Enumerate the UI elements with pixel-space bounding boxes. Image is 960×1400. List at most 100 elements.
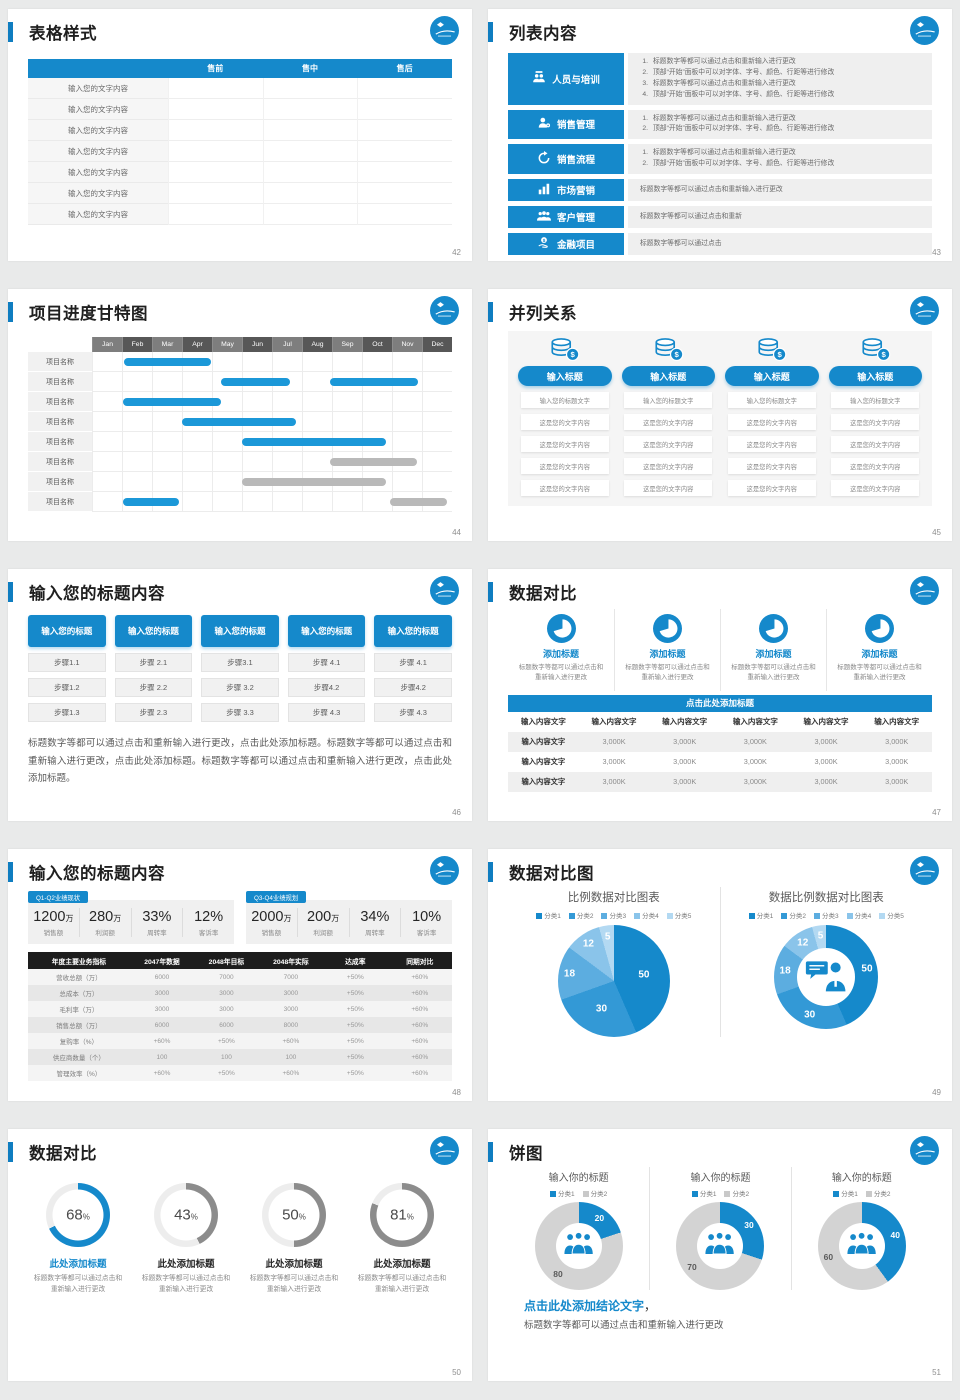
- legend-item: 分类1: [536, 910, 561, 920]
- customers-icon: [536, 209, 551, 226]
- parallel-column: $ 输入标题 输入您的标题文字 这是您的文字内容 这是您的文字内容 这是您的文字内容 这是您…: [518, 337, 612, 496]
- slide-47-data-compare[interactable]: 数据对比 添加标题 标题数字等都可以通过点击和重新输入进行更改 添加标题 标题数字等都…: [488, 569, 952, 821]
- list-line-number: 4.: [642, 90, 648, 98]
- compare-cell: 3,000K: [743, 777, 767, 787]
- slice-label: 50: [638, 969, 650, 981]
- kpi-cell: 6000: [154, 973, 170, 981]
- list-item: 客户管理 标题数字等都可以通过点击和重新: [508, 206, 932, 228]
- table-corner-cell: [28, 59, 168, 78]
- kpi-cell: 3000: [283, 989, 299, 997]
- kpi-cell: 3000: [219, 1005, 234, 1013]
- slide-title: 输入您的标题内容: [29, 585, 165, 603]
- donut-legend: 分类1 分类2: [508, 1188, 649, 1198]
- donut-hole: [797, 948, 856, 1006]
- column-title-pill: 输入标题: [518, 366, 612, 386]
- compare-table-header: 输入内容文字 输入内容文字 输入内容文字 输入内容文字 输入内容文字 输入内容文字: [508, 712, 932, 732]
- slide-49-pie-charts[interactable]: 数据对比图 比例数据对比图表 分类1 分类2 分类3 分类4 分类5 50 30 18 12 5 数据…: [488, 849, 952, 1101]
- company-logo-icon: [910, 576, 939, 605]
- company-logo-icon: [910, 1136, 939, 1165]
- list-item-line: 标题数字等都可以通过点击: [640, 239, 920, 250]
- page-number: 46: [452, 808, 461, 817]
- gantt-row-label: 项目名称: [28, 352, 92, 372]
- slide-43-list-content[interactable]: 列表内容 人员与培训 1. 标题数字等都可以通过点击和重新输入进行更改 2. 顶部“开始…: [488, 9, 952, 261]
- slide-44-gantt[interactable]: 项目进度甘特图 Jan Feb Mar Apr May Jun Jul Aug Sep Oct No…: [8, 289, 472, 541]
- kpi-cell: +50%: [346, 973, 364, 981]
- gantt-row-label: 项目名称: [28, 372, 92, 392]
- kpi-stat: 2000万销售额: [246, 908, 297, 937]
- ring-stat: 43% 此处添加标题 标题数字等都可以通过点击和重新输入进行更改: [136, 1183, 236, 1296]
- gantt-track: [92, 432, 452, 452]
- list-item-label-box: 人员与培训: [508, 53, 624, 105]
- kpi-cell: +50%: [346, 989, 364, 997]
- slide-42-table-style[interactable]: 表格样式 售前 售中 售后 输入您的文字内容 输入您的文字内容 输入您的文字内容 输入您的文…: [8, 9, 472, 261]
- list-line-text: 标题数字等都可以通过点击和重新输入进行更改: [653, 114, 796, 122]
- table-row: 输入您的文字内容: [28, 183, 453, 204]
- kpi-cell: 8000: [283, 1021, 299, 1029]
- kpi-panel: 2000万 销售额 200万 利润额 34% 周转率 10% 客诉率: [246, 900, 452, 944]
- list-line-number: 2.: [642, 125, 648, 133]
- step-box: 步骤 4.1: [374, 653, 452, 672]
- kpi-cell: +60%: [411, 1069, 429, 1077]
- step-box: 步骤4.2: [374, 678, 452, 697]
- donut-chart: 50 30 18 12 5: [774, 925, 879, 1029]
- gantt-row-label: 项目名称: [28, 432, 92, 452]
- table-row-label: 输入您的文字内容: [28, 141, 168, 162]
- kpi-value: 2000万: [246, 908, 297, 926]
- legend-swatch: [879, 913, 886, 920]
- ring-percent-number: 43: [174, 1206, 191, 1224]
- slice-label: 5: [604, 931, 611, 943]
- kpi-cell: 100: [221, 1053, 232, 1061]
- ring-desc: 标题数字等都可以通过点击和重新输入进行更改: [33, 1275, 123, 1293]
- kpi-cell: 7000: [219, 973, 234, 981]
- compare-table-row: 输入内容文字 3,000K 3,000K 3,000K 3,000K 3,000K: [508, 752, 932, 772]
- legend-swatch: [634, 913, 641, 920]
- compare-cell: 3,000K: [743, 757, 767, 767]
- legend-swatch: [691, 1191, 698, 1198]
- conclusion-text: 点击此处添加结论文字: [524, 1299, 645, 1313]
- slide-50-ring-stats[interactable]: 数据对比 68% 此处添加标题 标题数字等都可以通过点击和重新输入进行更改 43% 此处…: [8, 1129, 472, 1381]
- title-accent-bar: [488, 22, 493, 42]
- table-cell: [357, 141, 453, 162]
- feature-desc: 标题数字等都可以通过点击和重新输入进行更改: [625, 664, 710, 682]
- legend-swatch: [536, 913, 543, 920]
- kpi-cell: +50%: [346, 1021, 364, 1029]
- legend-item: 分类5: [879, 910, 904, 920]
- kpi-value: 34%: [350, 908, 401, 926]
- legend-item: 分类2: [582, 1188, 607, 1198]
- column-title-pill: 输入标题: [621, 366, 715, 386]
- title-accent-bar: [488, 1142, 493, 1162]
- donut-title: 输入你的标题: [831, 1173, 892, 1184]
- column-text-row: 输入您的标题文字: [520, 392, 609, 408]
- gantt-month-header: Jan Feb Mar Apr May Jun Jul Aug Sep Oct Nov Dec: [92, 337, 452, 352]
- slide-48-kpi-table[interactable]: 输入您的标题内容 Q1-Q2业绩现状 1200万 销售额 280万 利润额 33% 周转率 1…: [8, 849, 472, 1101]
- compare-cell: 3,000K: [885, 777, 909, 787]
- donut-panel: 输入你的标题 分类1 分类2 20 80: [508, 1167, 649, 1290]
- slide-46-steps[interactable]: 输入您的标题内容 输入您的标题 步骤1.1 步骤1.2 步骤1.3 输入您的标题 步骤 2…: [8, 569, 472, 821]
- kpi-header-cell: 2048年实际: [273, 958, 309, 966]
- gantt-track: [92, 412, 452, 432]
- slide-45-parallel[interactable]: 并列关系 $ 输入标题 输入您的标题文字 这是您的文字内容 这是您的文字内容 这是您的文字…: [488, 289, 952, 541]
- kpi-table-header: 年度主要业务指标 2047年数据 2048年目标 2048年实际 达成率 同期对比: [28, 952, 452, 969]
- slide-title: 输入您的标题内容: [29, 865, 165, 883]
- column-text-row: 这是您的文字内容: [624, 458, 713, 474]
- kpi-cell: 复购率（%）: [59, 1039, 99, 1046]
- kpi-label: 销售额: [261, 929, 282, 937]
- legend-label: 分类2: [873, 1191, 891, 1198]
- column-text-row: 这是您的文字内容: [831, 480, 920, 496]
- slide-51-donuts[interactable]: 饼图 输入你的标题 分类1 分类2 20 80 输入你的标题 分类1 分类2 30 70 输入你的标…: [488, 1129, 952, 1381]
- compare-cell: 3,000K: [673, 737, 697, 747]
- legend-item: 分类1: [748, 910, 773, 920]
- legend-swatch: [550, 1191, 557, 1198]
- gantt-month-mar: Mar: [152, 337, 182, 352]
- slice-label: 18: [563, 968, 576, 980]
- list-item-line: 2. 顶部“开始”面板中可以对字体、字号、颜色、行距等进行修改: [640, 68, 920, 79]
- slide-header: 数据对比: [488, 569, 952, 607]
- slice-label: 12: [797, 937, 809, 949]
- legend-item: 分类3: [601, 910, 626, 920]
- grid-cell: 并列关系 $ 输入标题 输入您的标题文字 这是您的文字内容 这是您的文字内容 这是您的文字…: [480, 280, 960, 560]
- kpi-cell: 管理效率（%）: [56, 1071, 102, 1078]
- kpi-group: Q1-Q2业绩现状 1200万 销售额 280万 利润额 33% 周转率 12% 客诉率: [28, 891, 234, 944]
- kpi-stat: 1200万 销售额: [28, 908, 79, 937]
- company-logo-icon: [430, 16, 459, 45]
- page-number: 50: [452, 1368, 461, 1377]
